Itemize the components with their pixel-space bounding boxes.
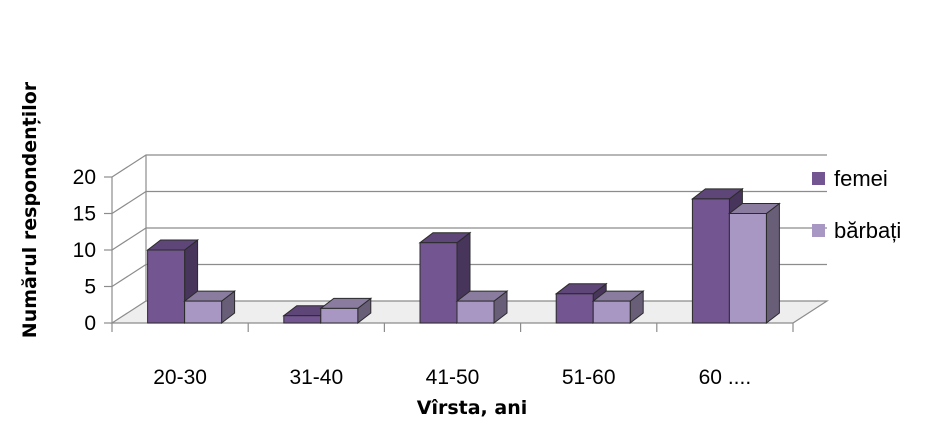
y-axis-title: Numărul respondenților xyxy=(19,81,41,338)
x-tick-label: 20-30 xyxy=(153,366,207,389)
y-tick-label: 15 xyxy=(73,203,96,226)
bar-front xyxy=(320,307,359,324)
y-tick-label: 0 xyxy=(84,312,96,335)
bar-front xyxy=(555,293,594,324)
bar xyxy=(591,290,645,325)
bar xyxy=(146,238,200,325)
gridlines xyxy=(104,154,827,332)
bar-front xyxy=(592,300,631,324)
legend-label: femei xyxy=(834,166,888,191)
bar xyxy=(183,290,237,325)
y-tick-labels: 0 5 10 15 20 xyxy=(73,166,96,335)
bar-front xyxy=(691,198,730,324)
x-tick-labels: 20-30 31-40 41-50 51-60 60 .... xyxy=(153,366,751,389)
y-tick-label: 20 xyxy=(73,166,96,189)
gridline xyxy=(111,227,827,251)
legend-label: bărbați xyxy=(834,218,901,243)
x-tick-label: 31-40 xyxy=(289,366,343,389)
gridline xyxy=(111,190,827,215)
bar xyxy=(418,231,472,325)
gridline xyxy=(111,154,827,178)
x-axis-title: Vîrsta, ani xyxy=(417,397,528,419)
bar-front xyxy=(283,315,322,324)
bar-front xyxy=(456,300,495,324)
legend-swatch xyxy=(812,172,825,185)
x-tick-label: 41-50 xyxy=(426,366,480,389)
bar-front xyxy=(728,213,767,324)
bar xyxy=(727,202,781,325)
y-tick-label: 5 xyxy=(84,276,96,299)
bars xyxy=(146,187,781,325)
gridline xyxy=(111,263,827,288)
legend-swatch xyxy=(812,224,825,237)
bar-front xyxy=(184,300,223,324)
bar-front xyxy=(419,242,458,324)
bar-front xyxy=(147,249,186,324)
bar xyxy=(455,290,509,325)
x-tick-label: 60 .... xyxy=(699,366,752,389)
x-tick-label: 51-60 xyxy=(562,366,616,389)
legend: femei bărbați xyxy=(812,166,901,243)
bar xyxy=(319,297,373,325)
bar-side xyxy=(765,202,780,325)
y-tick-label: 10 xyxy=(73,239,96,262)
